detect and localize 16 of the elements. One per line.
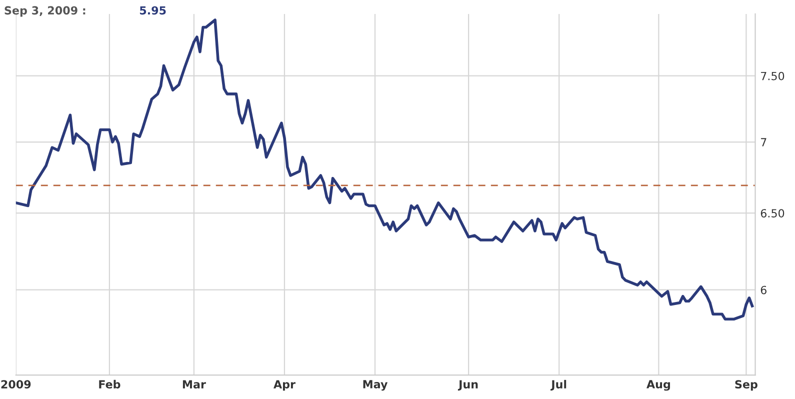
x-tick-label: Jun <box>458 380 478 391</box>
x-tick-label: May <box>363 380 388 391</box>
x-tick-label: 2009 <box>1 380 31 389</box>
y-tick-label: 7 <box>761 138 766 146</box>
x-tick-label: Sep <box>735 380 758 391</box>
y-tick-label: 6.50 <box>760 209 784 218</box>
x-tick-label: Mar <box>182 380 206 389</box>
y-tick-label: 6 <box>760 286 766 294</box>
x-tick-label: Apr <box>274 380 296 391</box>
x-tick-label: Aug <box>646 380 670 391</box>
x-tick-label: Feb <box>99 380 120 389</box>
annotation: 5.95 <box>140 6 166 15</box>
line-series <box>16 18 754 320</box>
x-tick-label: Jul <box>550 380 566 391</box>
chart-title: Sep 3, 2009 : <box>4 6 86 17</box>
y-tick-label: 7.50 <box>761 72 784 80</box>
